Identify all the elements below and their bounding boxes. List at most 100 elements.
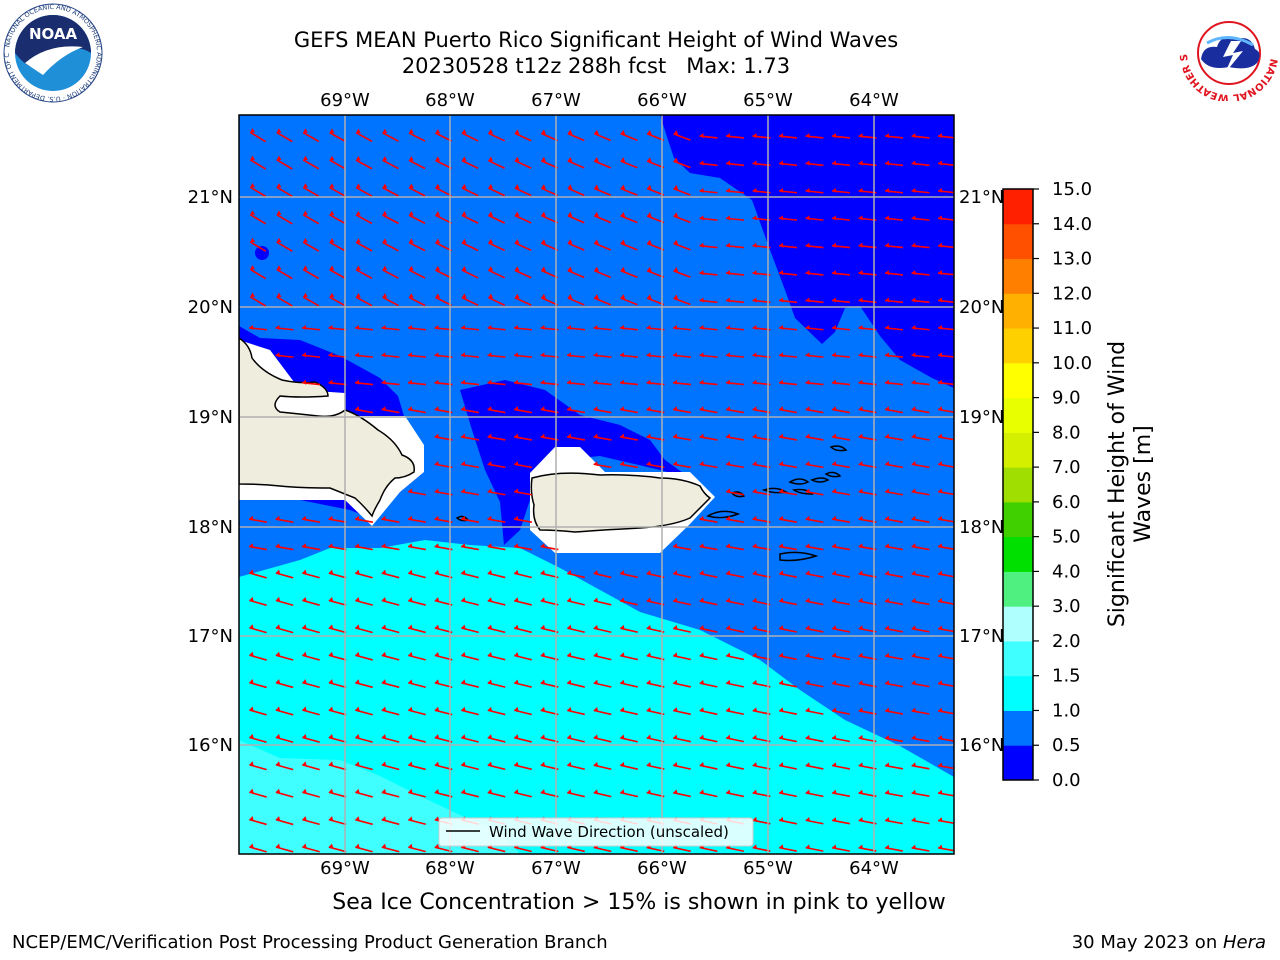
wave-direction-arrow xyxy=(249,155,267,170)
wave-direction-arrow xyxy=(487,569,506,579)
wave-direction-arrow xyxy=(593,652,612,661)
wave-direction-arrow xyxy=(461,129,479,142)
colorbar-tick-label: 14.0 xyxy=(1052,214,1092,235)
wave-direction-arrow xyxy=(302,843,320,853)
wave-direction-arrow xyxy=(726,789,744,798)
wave-direction-arrow xyxy=(302,265,320,280)
lat-label-right: 21°N xyxy=(959,187,1004,208)
wave-direction-arrow xyxy=(408,816,426,826)
wave-direction-arrow xyxy=(646,129,665,141)
wave-direction-arrow xyxy=(805,433,824,441)
wave-direction-arrow xyxy=(408,265,426,279)
wave-direction-arrow xyxy=(566,379,586,386)
wave-direction-arrow xyxy=(699,597,718,606)
wave-direction-arrow xyxy=(699,433,718,441)
wave-direction-arrow xyxy=(513,379,533,386)
wave-direction-arrow xyxy=(937,270,954,276)
wave-direction-arrow xyxy=(460,324,480,331)
wave-direction-arrow xyxy=(593,184,612,196)
wave-region-1-1.5m xyxy=(239,540,954,854)
wave-direction-arrow xyxy=(725,242,745,249)
wave-direction-arrow xyxy=(911,133,930,139)
wave-direction-arrow xyxy=(805,461,824,469)
colorbar-tick-label: 6.0 xyxy=(1052,492,1081,513)
wave-direction-arrow xyxy=(937,570,954,578)
wave-direction-arrow xyxy=(487,461,506,469)
wave-direction-arrow xyxy=(911,187,930,194)
wave-direction-arrow xyxy=(381,679,400,689)
wave-direction-arrow xyxy=(487,706,506,716)
wave-direction-arrow xyxy=(831,515,851,523)
wave-direction-arrow xyxy=(725,187,745,194)
wave-direction-arrow xyxy=(593,789,612,798)
colorbar-segment xyxy=(1003,536,1033,572)
wave-direction-arrow xyxy=(673,570,691,579)
map-frame xyxy=(238,114,955,855)
wave-direction-arrow xyxy=(514,211,532,224)
wave-direction-arrow xyxy=(435,238,452,252)
wave-direction-arrow xyxy=(461,238,479,252)
wave-direction-arrow xyxy=(488,293,505,306)
wave-direction-arrow xyxy=(937,707,954,715)
wave-direction-arrow xyxy=(408,624,426,634)
wave-direction-arrow xyxy=(354,379,374,386)
wave-direction-arrow xyxy=(513,433,533,441)
wave-direction-arrow xyxy=(381,843,400,853)
lat-label-right: 20°N xyxy=(959,297,1004,318)
wave-direction-arrow xyxy=(832,652,850,661)
wave-direction-arrow xyxy=(302,569,320,579)
wave-direction-arrow xyxy=(382,238,399,252)
wave-direction-arrow xyxy=(460,352,480,358)
wave-direction-arrow xyxy=(381,406,400,414)
wave-direction-arrow xyxy=(382,210,399,225)
wave-direction-arrow xyxy=(567,569,585,579)
lat-labels-left: 21°N 20°N 19°N 18°N 17°N 16°N xyxy=(188,187,233,756)
wave-direction-arrow xyxy=(805,488,824,496)
wave-direction-arrow xyxy=(779,762,797,770)
wave-direction-arrow xyxy=(275,651,294,661)
wave-direction-arrow xyxy=(805,597,824,606)
wave-direction-arrow xyxy=(673,734,691,743)
wave-direction-arrow xyxy=(276,237,293,252)
small-islands xyxy=(455,445,848,562)
wave-direction-arrow xyxy=(593,433,612,441)
wave-direction-arrow xyxy=(911,297,930,304)
land-hispaniola xyxy=(239,337,415,518)
wave-direction-arrow xyxy=(488,238,505,252)
wave-direction-arrow xyxy=(487,433,506,441)
wave-direction-arrow xyxy=(937,817,954,825)
wave-direction-arrow xyxy=(779,844,797,852)
wave-direction-arrow xyxy=(328,379,347,386)
wave-direction-arrow xyxy=(302,733,320,743)
wave-direction-arrow xyxy=(726,762,744,770)
wave-direction-arrow xyxy=(593,239,612,251)
wave-direction-arrow xyxy=(884,461,904,469)
wave-direction-arrow xyxy=(911,406,930,414)
wave-direction-arrow xyxy=(779,679,797,688)
wave-direction-arrow xyxy=(567,734,585,743)
wave-direction-arrow xyxy=(328,324,347,331)
colorbar-segment xyxy=(1003,710,1033,746)
wave-direction-arrow xyxy=(328,515,347,523)
wave-direction-arrow xyxy=(937,543,954,551)
wave-direction-arrow xyxy=(778,187,798,194)
wave-direction-arrow xyxy=(275,596,294,606)
wave-direction-arrow xyxy=(487,543,506,551)
wave-direction-arrow xyxy=(328,706,347,716)
wave-direction-arrow xyxy=(540,184,559,197)
wave-direction-arrow xyxy=(725,461,745,469)
wave-direction-arrow xyxy=(381,816,400,826)
wave-direction-arrow xyxy=(276,292,293,307)
wave-direction-arrow xyxy=(779,789,797,798)
wave-direction-arrow xyxy=(911,844,930,852)
wave-direction-arrow xyxy=(593,707,612,716)
wave-direction-arrow xyxy=(301,324,321,331)
noaa-logo-text: NOAA xyxy=(29,25,78,43)
wave-direction-arrow xyxy=(885,844,903,852)
wave-direction-arrow xyxy=(461,211,479,224)
wave-direction-arrow xyxy=(911,543,930,551)
title-line-2: 20230528 t12z 288h fcst Max: 1.73 xyxy=(401,54,791,78)
wave-direction-arrow xyxy=(725,543,745,551)
wave-direction-arrow xyxy=(567,294,585,306)
